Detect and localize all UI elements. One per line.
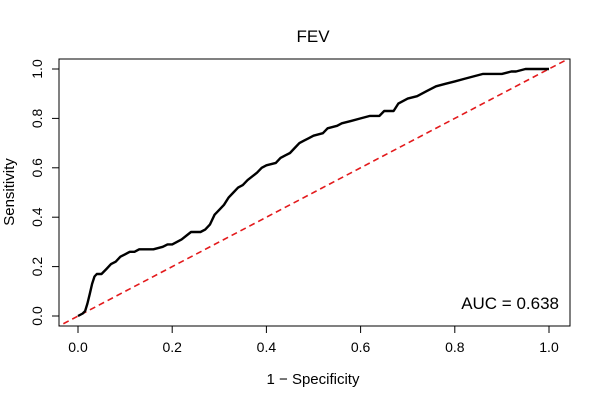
y-tick-label: 0.4: [29, 207, 45, 227]
x-tick-label: 0.8: [445, 339, 465, 355]
reference-diagonal-line: [59, 59, 570, 326]
y-tick-label: 0.0: [29, 306, 45, 326]
y-tick-label: 0.8: [29, 108, 45, 128]
auc-annotation: AUC = 0.638: [461, 294, 559, 313]
x-tick-label: 0.6: [351, 339, 371, 355]
roc-curve-line: [77, 67, 549, 318]
y-tick-label: 0.2: [29, 257, 45, 277]
plot-area: [59, 59, 570, 326]
x-tick-label: 1.0: [539, 339, 559, 355]
x-tick-label: 0.4: [257, 339, 277, 355]
y-tick-label: 1.0: [29, 59, 45, 79]
x-tick-label: 0.2: [162, 339, 182, 355]
y-axis: 0.0 0.2 0.4 0.6 0.8 1.0: [29, 59, 60, 326]
y-tick-label: 0.6: [29, 158, 45, 178]
x-axis-title: 1 − Specificity: [267, 371, 360, 388]
x-axis: 0.0 0.2 0.4 0.6 0.8 1.0: [68, 325, 559, 355]
x-tick-label: 0.0: [68, 339, 88, 355]
chart-title: FEV: [296, 27, 330, 46]
y-axis-title: Sensitivity: [1, 158, 18, 226]
